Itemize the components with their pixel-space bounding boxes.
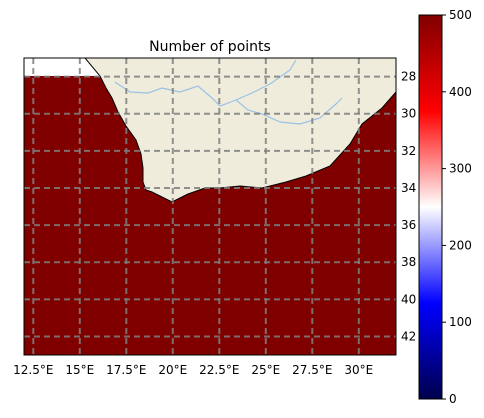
lon-tick-label: 20°E xyxy=(158,363,187,377)
map-frame xyxy=(23,57,397,356)
lat-tick-label: 32 xyxy=(401,144,416,158)
latitude-tick-labels: 28 30 32 34 36 38 40 42 xyxy=(401,70,416,344)
lon-tick-label: 30°E xyxy=(344,363,373,377)
land-south-africa xyxy=(84,58,396,203)
map-title: Number of points xyxy=(149,39,271,55)
lon-tick-label: 27.5°E xyxy=(292,363,332,377)
colorbar-tick-label: 400 xyxy=(449,85,472,99)
longitude-tick-labels: 12.5°E 15°E 17.5°E 20°E 22.5°E 25°E 27.5°E 30°E xyxy=(13,363,373,377)
lon-tick-label: 12.5°E xyxy=(13,363,53,377)
colorbar-tick-label: 300 xyxy=(449,162,472,176)
lat-tick-label: 40 xyxy=(401,292,416,306)
colorbar-tick-label: 500 xyxy=(449,8,472,22)
gridlines xyxy=(24,58,396,355)
colorbar xyxy=(418,14,443,400)
map-panel xyxy=(24,58,396,355)
ocean-points-field xyxy=(24,76,396,355)
lon-tick-label: 25°E xyxy=(251,363,280,377)
lat-tick-label: 30 xyxy=(401,107,416,121)
lon-tick-label: 17.5°E xyxy=(106,363,146,377)
lat-tick-label: 34 xyxy=(401,181,416,195)
colorbar-tick-label: 0 xyxy=(449,392,457,406)
lat-tick-label: 36 xyxy=(401,218,416,232)
colorbar-tick-label: 100 xyxy=(449,315,472,329)
lat-tick-label: 38 xyxy=(401,255,416,269)
lat-tick-label: 28 xyxy=(401,70,416,84)
rivers xyxy=(114,59,343,125)
lon-tick-label: 15°E xyxy=(65,363,94,377)
colorbar-ticks: 0 100 200 300 400 500 xyxy=(442,8,472,406)
lat-tick-label: 42 xyxy=(401,329,416,343)
lon-tick-label: 22.5°E xyxy=(199,363,239,377)
colorbar-tick-label: 200 xyxy=(449,238,472,252)
